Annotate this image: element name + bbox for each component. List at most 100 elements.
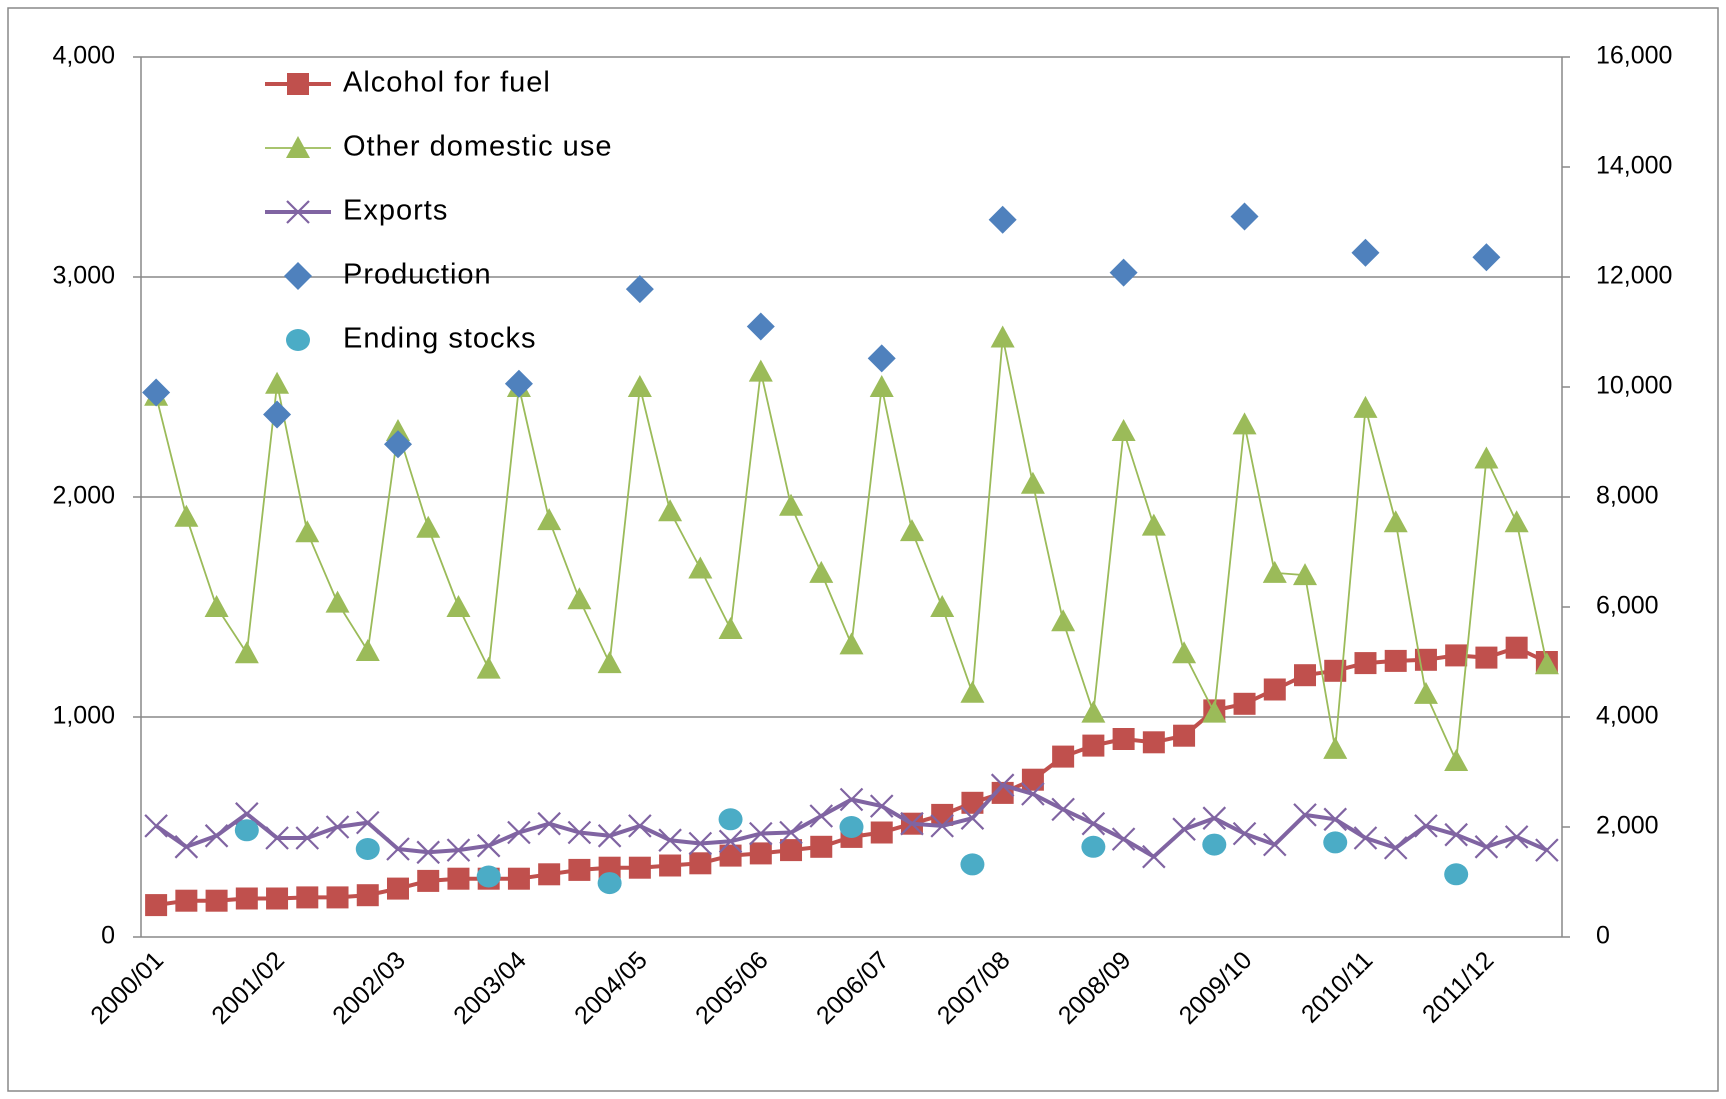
marker	[961, 791, 984, 814]
marker	[1233, 692, 1256, 715]
marker	[870, 821, 893, 844]
marker	[960, 806, 985, 830]
marker	[1504, 510, 1529, 533]
legend-marker	[287, 73, 309, 95]
marker	[1262, 560, 1287, 583]
marker	[1353, 826, 1378, 850]
y2-tick-label: 14,000	[1596, 152, 1672, 180]
marker	[658, 828, 682, 852]
marker	[417, 869, 440, 892]
marker	[447, 867, 470, 890]
marker	[1534, 652, 1559, 675]
marker	[1444, 863, 1469, 886]
marker	[1142, 844, 1166, 869]
marker	[567, 820, 592, 845]
marker	[383, 430, 412, 459]
marker	[326, 886, 349, 909]
marker	[1202, 806, 1227, 830]
marker	[1172, 641, 1197, 664]
marker	[1263, 678, 1286, 701]
marker	[1351, 238, 1380, 267]
marker	[234, 641, 259, 664]
marker	[568, 858, 591, 881]
marker	[1354, 652, 1377, 675]
marker	[538, 863, 561, 886]
marker	[779, 493, 804, 516]
marker	[1021, 768, 1044, 791]
marker	[567, 587, 592, 610]
marker	[205, 889, 228, 912]
y-tick-label: 0	[101, 922, 115, 950]
marker	[718, 617, 743, 639]
marker	[689, 852, 712, 875]
marker	[718, 829, 743, 854]
y-tick-label: 3,000	[52, 262, 115, 290]
marker	[325, 815, 350, 839]
marker	[476, 656, 501, 679]
marker	[748, 359, 773, 382]
marker	[930, 595, 955, 617]
marker	[235, 887, 258, 910]
marker	[867, 344, 896, 373]
marker	[265, 826, 289, 850]
marker	[869, 375, 894, 397]
marker	[507, 867, 530, 890]
marker	[385, 419, 410, 441]
marker	[1051, 609, 1076, 632]
y-tick-label: 1,000	[52, 702, 115, 730]
marker	[1111, 827, 1136, 851]
marker	[628, 814, 652, 838]
marker	[659, 854, 682, 877]
marker	[386, 837, 410, 861]
marker	[1323, 831, 1348, 854]
marker	[537, 811, 561, 836]
marker	[900, 811, 924, 836]
marker	[1020, 471, 1045, 494]
marker	[1504, 825, 1529, 849]
marker	[325, 590, 350, 613]
marker	[598, 856, 621, 879]
marker	[990, 773, 1015, 797]
marker	[1384, 649, 1407, 672]
marker	[142, 378, 171, 407]
marker	[446, 595, 471, 617]
marker	[1081, 700, 1106, 723]
marker	[960, 853, 985, 876]
marker	[1263, 832, 1287, 857]
marker	[1413, 681, 1438, 704]
y2-tick-label: 12,000	[1596, 262, 1672, 290]
marker	[537, 508, 562, 531]
marker	[960, 680, 985, 703]
marker	[145, 894, 168, 917]
marker	[416, 840, 441, 865]
marker	[809, 560, 834, 583]
marker	[780, 839, 803, 862]
marker	[476, 833, 501, 858]
marker	[899, 519, 924, 542]
y2-tick-label: 8,000	[1596, 482, 1659, 510]
legend-marker	[284, 262, 312, 290]
marker	[1230, 202, 1259, 231]
marker	[504, 369, 533, 398]
marker	[839, 816, 864, 838]
marker	[749, 842, 772, 865]
marker	[355, 838, 380, 860]
marker	[234, 819, 259, 842]
legend-marker	[286, 329, 310, 351]
marker	[296, 886, 319, 909]
marker	[930, 814, 954, 838]
marker	[1081, 835, 1106, 858]
marker	[1111, 419, 1136, 441]
marker	[356, 884, 379, 907]
marker	[628, 856, 651, 879]
marker	[597, 651, 622, 674]
legend-label: Alcohol for fuel	[343, 67, 551, 99]
marker	[416, 515, 441, 538]
marker	[1112, 728, 1135, 750]
y2-tick-label: 4,000	[1596, 702, 1659, 730]
marker	[1414, 814, 1438, 838]
legend-label: Ending stocks	[343, 323, 537, 355]
marker	[1324, 659, 1347, 682]
marker	[1323, 807, 1348, 832]
